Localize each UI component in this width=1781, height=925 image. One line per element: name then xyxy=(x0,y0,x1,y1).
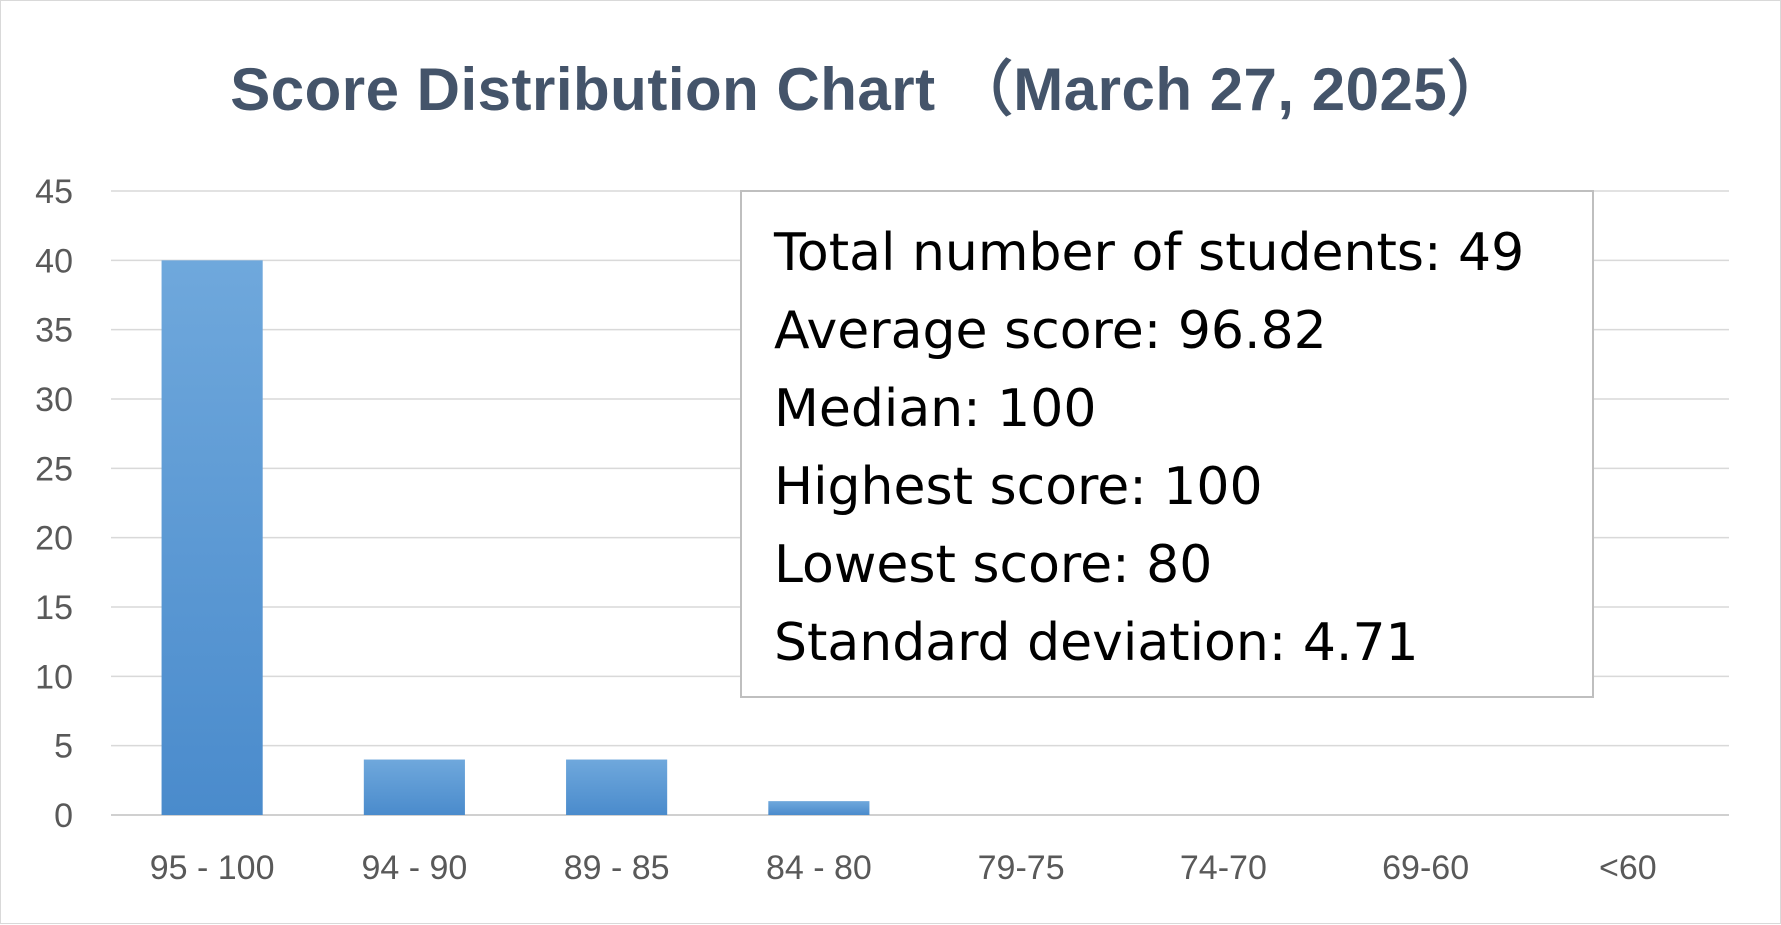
y-tick-label: 5 xyxy=(54,728,73,766)
bar-0 xyxy=(161,260,263,815)
x-tick-label: 74-70 xyxy=(1180,849,1267,887)
stat-total-students: Total number of students: 49 xyxy=(774,223,1525,283)
y-tick-label: 15 xyxy=(35,589,73,627)
bar-1 xyxy=(363,759,465,815)
stats-box: Total number of students: 49 Average sco… xyxy=(740,190,1594,698)
x-tick-label: <60 xyxy=(1599,849,1657,887)
y-tick-label: 35 xyxy=(35,312,73,350)
y-tick-label: 20 xyxy=(35,520,73,558)
x-tick-label: 79-75 xyxy=(978,849,1065,887)
x-tick-label: 94 - 90 xyxy=(361,849,467,887)
y-tick-label: 30 xyxy=(35,381,73,419)
y-tick-label: 10 xyxy=(35,658,73,696)
stat-highest-score: Highest score: 100 xyxy=(774,457,1263,517)
bar-2 xyxy=(566,759,668,815)
y-tick-label: 0 xyxy=(54,797,73,835)
x-tick-label: 95 - 100 xyxy=(150,849,275,887)
stat-average-score: Average score: 96.82 xyxy=(774,301,1327,361)
y-tick-label: 25 xyxy=(35,450,73,488)
x-tick-label: 84 - 80 xyxy=(766,849,872,887)
stat-median: Median: 100 xyxy=(774,379,1097,439)
y-tick-label: 40 xyxy=(35,242,73,280)
x-tick-label: 89 - 85 xyxy=(564,849,670,887)
stat-standard-deviation: Standard deviation: 4.71 xyxy=(774,613,1419,673)
x-tick-label: 69-60 xyxy=(1382,849,1469,887)
y-tick-label: 45 xyxy=(35,173,73,211)
bar-3 xyxy=(768,801,870,815)
stat-lowest-score: Lowest score: 80 xyxy=(774,535,1213,595)
chart-title: Score Distribution Chart （March 27, 2025… xyxy=(230,56,1508,123)
